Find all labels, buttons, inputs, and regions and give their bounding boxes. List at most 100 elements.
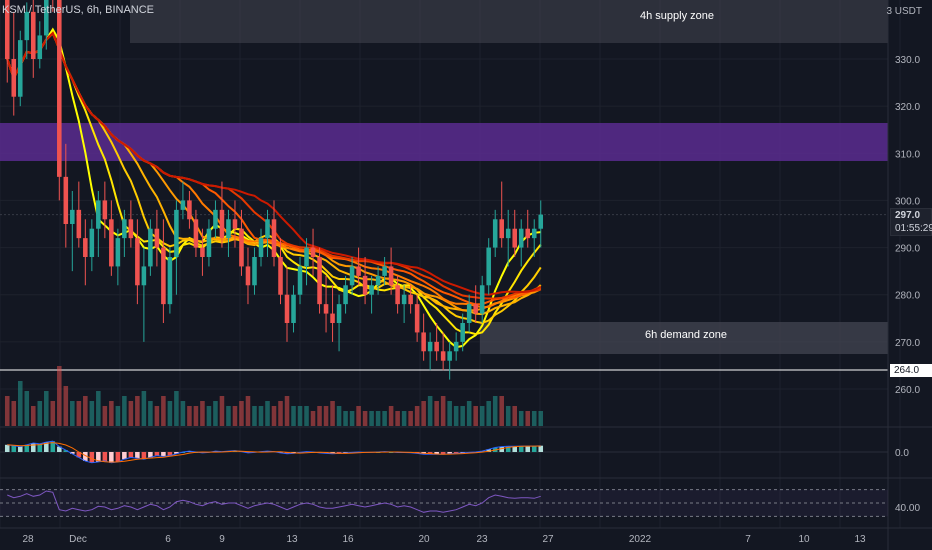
volume-bar xyxy=(115,406,121,426)
volume-bar xyxy=(349,411,355,426)
candle-body xyxy=(479,285,485,314)
volume-bar xyxy=(37,401,43,426)
demand-zone-label: 6h demand zone xyxy=(645,329,727,341)
macd-histogram-bar xyxy=(63,450,69,452)
volume-bar xyxy=(70,401,75,426)
candle-body xyxy=(24,11,30,41)
volume-bar xyxy=(200,401,205,426)
rsi-axis-tick: 40.00 xyxy=(895,503,920,514)
volume-bar xyxy=(323,406,329,426)
macd-histogram-bar xyxy=(122,452,127,460)
volume-bar xyxy=(466,401,472,426)
time-axis-tick: 13 xyxy=(286,534,298,545)
candle-body xyxy=(232,219,238,229)
volume-bar xyxy=(174,391,179,426)
candle-body xyxy=(219,209,225,239)
candle-body xyxy=(226,219,231,239)
macd-histogram-bar xyxy=(50,441,56,452)
rsi-line xyxy=(7,490,541,513)
volume-bar xyxy=(167,401,173,426)
volume-bar xyxy=(401,411,407,426)
volume-bar xyxy=(24,391,30,426)
volume-bar xyxy=(486,401,491,426)
candle-body xyxy=(63,176,69,224)
volume-bar xyxy=(17,381,23,426)
candle-body xyxy=(336,304,342,323)
macd-histogram-bar xyxy=(174,452,179,454)
volume-bar xyxy=(453,406,459,426)
macd-histogram-bar xyxy=(31,443,36,452)
candle-body xyxy=(265,219,270,239)
macd-histogram-bar xyxy=(96,452,101,462)
volume-bar xyxy=(499,396,504,426)
candle-body xyxy=(317,257,322,305)
level-price-tag: 264.0 xyxy=(890,364,932,377)
candle-body xyxy=(122,219,127,239)
candle-body xyxy=(167,257,173,305)
candle-body xyxy=(141,266,147,286)
volume-bar xyxy=(206,406,212,426)
volume-bar xyxy=(4,396,10,426)
candle-body xyxy=(466,304,472,323)
current-price-tag: 297.0 01:55:29 xyxy=(890,208,932,236)
candle-body xyxy=(343,285,348,305)
macd-histogram-bar xyxy=(486,449,491,452)
volume-bar xyxy=(11,401,17,426)
volume-bar xyxy=(310,411,316,426)
candle-body xyxy=(499,219,504,239)
volume-bar xyxy=(388,406,394,426)
candle-body xyxy=(187,200,192,220)
volume-bar xyxy=(284,396,290,426)
volume-bar xyxy=(330,401,335,426)
candle-body xyxy=(310,247,316,257)
candle-body xyxy=(434,341,439,352)
candle-body xyxy=(427,341,433,352)
volume-bar xyxy=(525,411,531,426)
macd-histogram-bar xyxy=(17,446,23,452)
macd-histogram-bar xyxy=(518,446,524,452)
macd-histogram-bar xyxy=(336,452,342,454)
candle-body xyxy=(291,294,296,323)
current-price: 297.0 xyxy=(895,210,921,221)
time-axis-tick: 28 xyxy=(22,534,34,545)
volume-bar xyxy=(505,406,511,426)
candle-body xyxy=(239,228,244,267)
macd-histogram-bar xyxy=(525,446,531,452)
time-axis-tick: 6 xyxy=(165,534,171,545)
volume-bar xyxy=(538,411,544,426)
volume-bar xyxy=(180,401,186,426)
price-axis-tick: 270.0 xyxy=(895,338,920,349)
macd-histogram-bar xyxy=(11,445,17,452)
candle-body xyxy=(245,266,251,286)
time-axis-tick: 2022 xyxy=(629,534,652,545)
volume-bar xyxy=(317,406,322,426)
volume-bar xyxy=(518,411,524,426)
volume-bar xyxy=(297,406,303,426)
candle-body xyxy=(213,209,218,229)
volume-bar xyxy=(447,401,452,426)
macd-histogram-bar xyxy=(24,444,30,452)
macd-histogram-bar xyxy=(167,452,173,456)
volume-bar xyxy=(304,406,309,426)
macd-histogram-bar xyxy=(440,452,446,455)
volume-bar xyxy=(440,396,446,426)
volume-bar xyxy=(369,411,374,426)
macd-axis-tick: 0.0 xyxy=(895,448,909,459)
volume-bar xyxy=(96,391,101,426)
candle-body xyxy=(11,59,17,97)
symbol-title[interactable]: KSM / TetherUS, 6h, BINANCE xyxy=(2,4,155,16)
candle-body xyxy=(505,228,511,239)
macd-histogram-bar xyxy=(76,452,82,458)
volume-bar xyxy=(531,411,537,426)
candle-body xyxy=(135,238,140,286)
volume-bar xyxy=(291,406,296,426)
bar-countdown: 01:55:29 xyxy=(895,223,932,234)
time-axis-tick: 16 xyxy=(342,534,354,545)
volume-bar xyxy=(245,396,251,426)
candle-body xyxy=(518,228,524,248)
candle-body xyxy=(401,294,407,305)
currency-unit: 3 USDT xyxy=(886,6,922,17)
volume-bar xyxy=(265,401,270,426)
candle-body xyxy=(115,238,121,267)
